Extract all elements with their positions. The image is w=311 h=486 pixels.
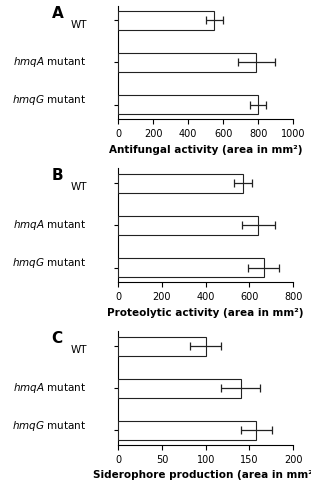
Text: $\it{hmqA}$ mutant: $\it{hmqA}$ mutant	[13, 382, 87, 395]
Bar	[118, 11, 215, 30]
Text: WT: WT	[70, 182, 87, 192]
X-axis label: Antifungal activity (area in mm²): Antifungal activity (area in mm²)	[109, 145, 302, 155]
Bar	[118, 379, 241, 398]
X-axis label: Siderophore production (area in mm²): Siderophore production (area in mm²)	[93, 470, 311, 481]
Text: C: C	[52, 331, 63, 347]
Text: $\it{hmqG}$ mutant: $\it{hmqG}$ mutant	[12, 419, 87, 433]
Text: B: B	[52, 169, 63, 184]
Bar	[118, 258, 264, 277]
X-axis label: Proteolytic activity (area in mm²): Proteolytic activity (area in mm²)	[107, 308, 304, 317]
Text: $\it{hmqG}$ mutant: $\it{hmqG}$ mutant	[12, 256, 87, 270]
Bar	[118, 337, 206, 356]
Text: WT: WT	[70, 346, 87, 355]
Bar	[118, 216, 258, 235]
Bar	[118, 95, 258, 114]
Text: $\it{hmqA}$ mutant: $\it{hmqA}$ mutant	[13, 55, 87, 69]
Text: $\it{hmqG}$ mutant: $\it{hmqG}$ mutant	[12, 93, 87, 107]
Bar	[118, 53, 257, 72]
Bar	[118, 174, 243, 192]
Text: WT: WT	[70, 19, 87, 30]
Bar	[118, 421, 257, 440]
Text: A: A	[52, 5, 63, 20]
Text: $\it{hmqA}$ mutant: $\it{hmqA}$ mutant	[13, 218, 87, 232]
